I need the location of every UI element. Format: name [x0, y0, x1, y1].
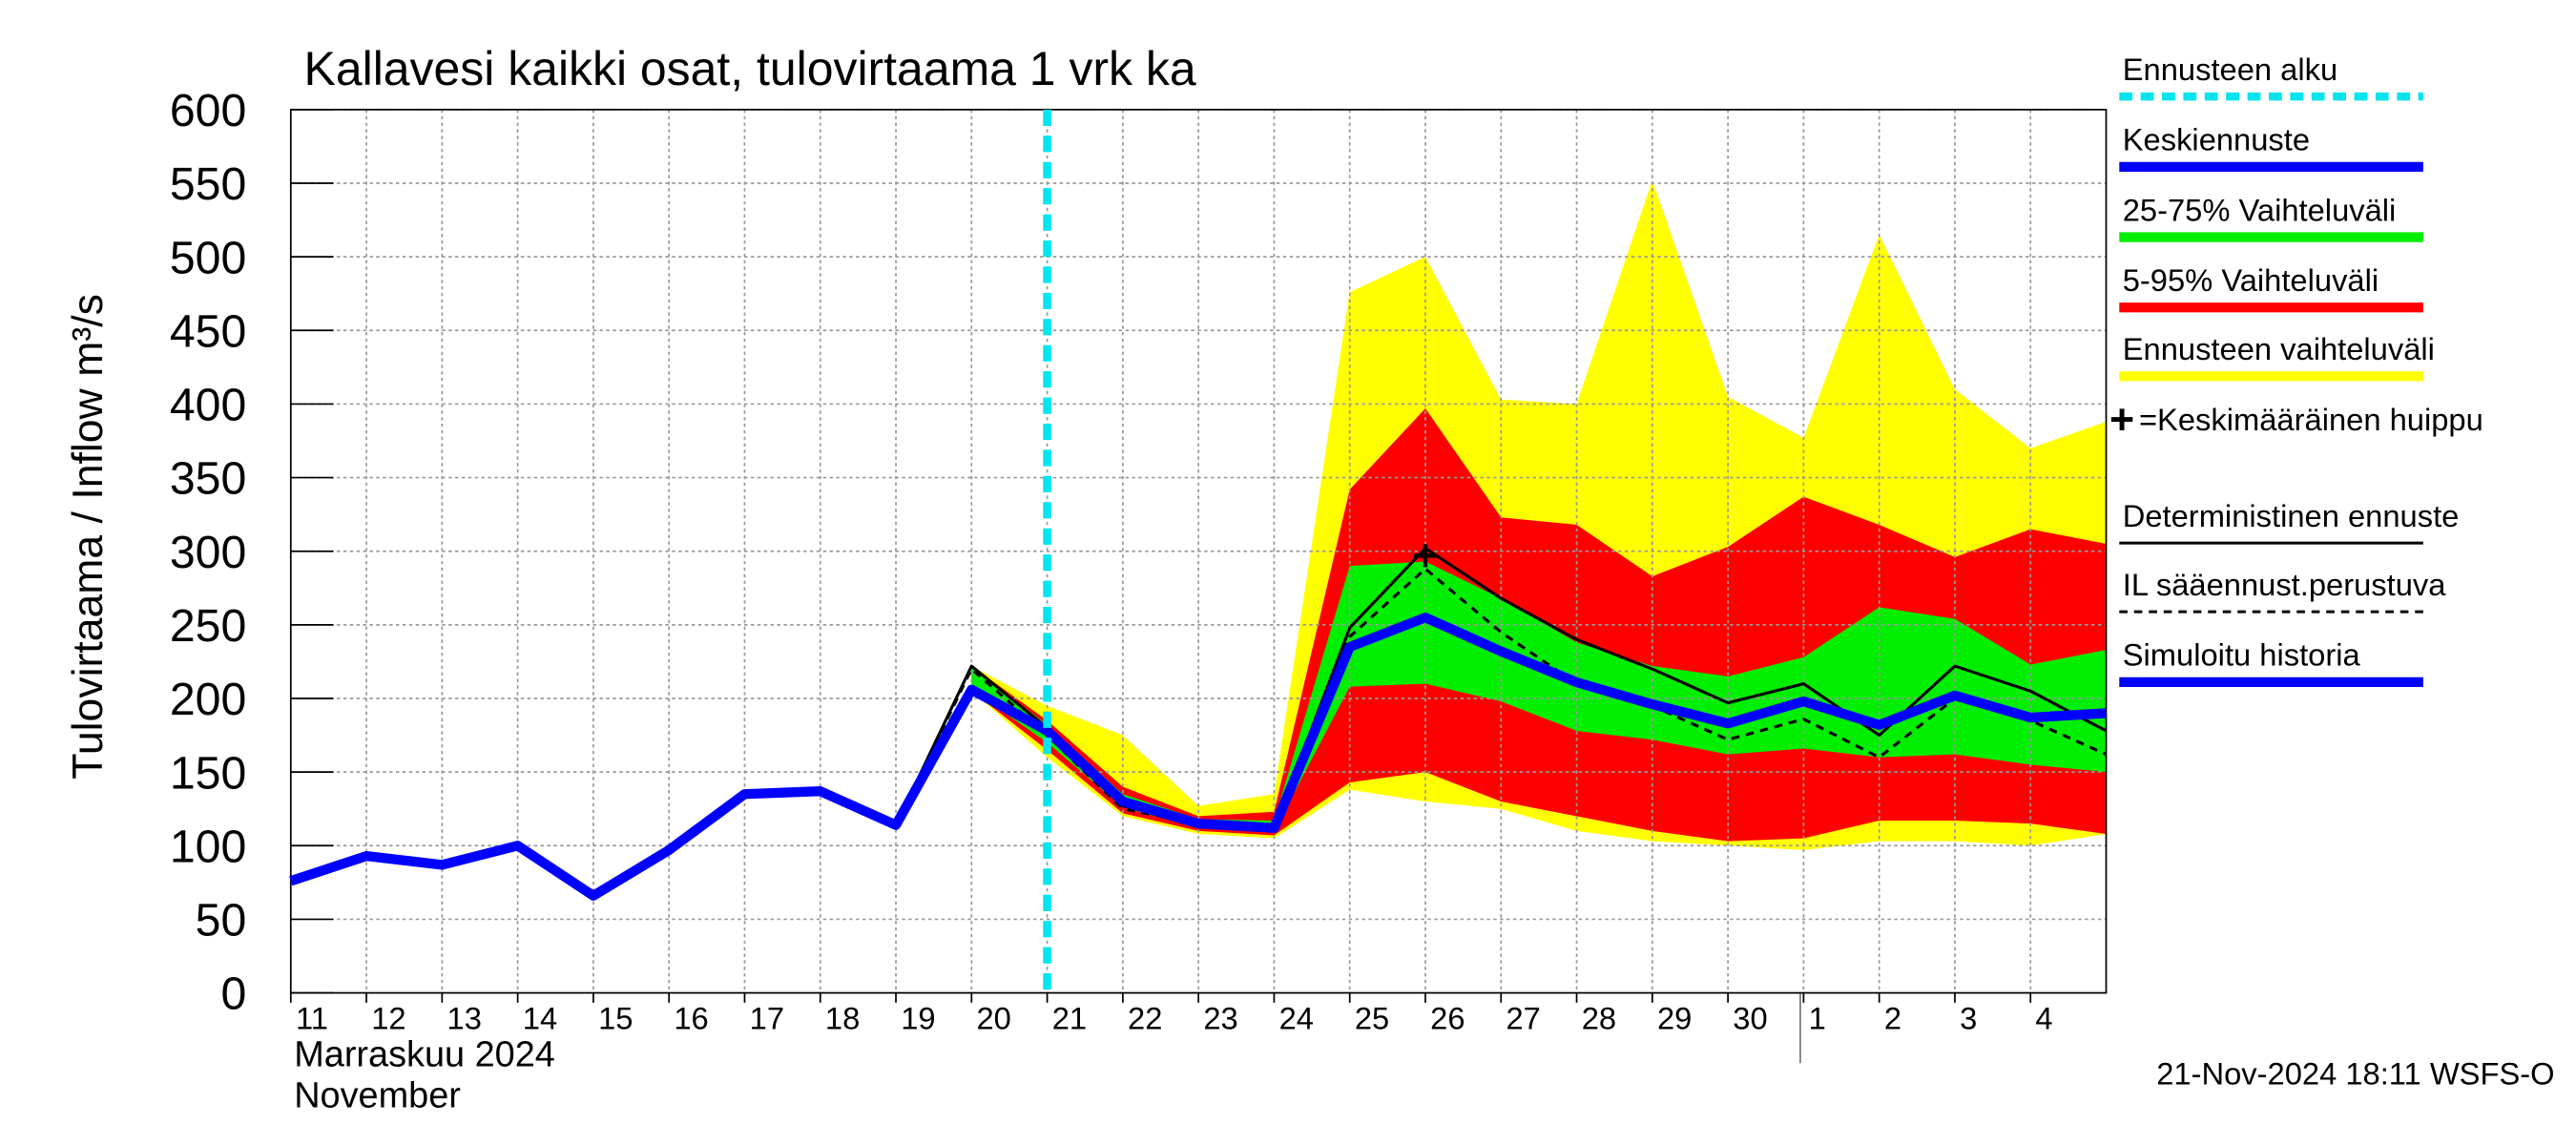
y-axis-unit: m³/s: [65, 294, 112, 377]
y-tick-label: 550: [170, 158, 246, 210]
y-tick-label: 50: [196, 895, 247, 947]
y-tick-label: 500: [170, 232, 246, 283]
x-tick-label: 13: [447, 1000, 482, 1035]
legend-label: IL sääennust.perustuva: [2123, 567, 2447, 602]
x-tick-label: 30: [1733, 1000, 1767, 1035]
x-tick-label: 24: [1279, 1000, 1314, 1035]
legend-label: Ennusteen vaihteluväli: [2123, 331, 2435, 366]
x-tick-label: 28: [1582, 1000, 1616, 1035]
legend-label: 25-75% Vaihteluväli: [2123, 192, 2397, 227]
x-tick-label: 3: [1960, 1000, 1977, 1035]
y-tick-label: 100: [170, 822, 246, 873]
legend-label: Ennusteen alku: [2123, 52, 2337, 87]
x-tick-label: 27: [1506, 1000, 1540, 1035]
y-tick-label: 150: [170, 747, 246, 799]
y-tick-label: 350: [170, 453, 246, 505]
y-tick-label: 300: [170, 527, 246, 578]
legend-symbol: +: [2109, 396, 2134, 443]
x-tick-label: 17: [750, 1000, 784, 1035]
y-tick-label: 200: [170, 674, 246, 725]
y-tick-label: 450: [170, 306, 246, 358]
timestamp: 21-Nov-2024 18:11 WSFS-O: [2156, 1056, 2554, 1092]
x-tick-label: 25: [1355, 1000, 1389, 1035]
y-tick-label: 600: [170, 85, 246, 136]
x-tick-label: 2: [1884, 1000, 1901, 1035]
x-tick-label: 11: [296, 1000, 328, 1035]
x-tick-label: 29: [1657, 1000, 1692, 1035]
plot-frame: [289, 109, 2108, 994]
series-line: [289, 684, 1050, 901]
legend-label: Deterministinen ennuste: [2123, 498, 2460, 533]
x-tick-label: 4: [2035, 1000, 2052, 1035]
series-line: [1044, 613, 2107, 833]
x-tick-label: 16: [674, 1000, 708, 1035]
month-label: Marraskuu 2024: [294, 1035, 555, 1075]
band: [971, 561, 2107, 831]
x-tick-label: 12: [371, 1000, 405, 1035]
peak-marker: [1413, 544, 1438, 568]
legend-label: =Keskimääräinen huippu: [2139, 402, 2483, 437]
x-tick-label: 18: [825, 1000, 860, 1035]
legend-label: Simuloitu historia: [2123, 637, 2361, 673]
x-tick-label: 23: [1203, 1000, 1237, 1035]
legend-label: Keskiennuste: [2123, 122, 2310, 157]
y-tick-label: 250: [170, 600, 246, 652]
x-tick-label: 14: [523, 1000, 557, 1035]
y-tick-label: 400: [170, 380, 246, 431]
chart-title: Kallavesi kaikki osat, tulovirtaama 1 vr…: [304, 42, 1196, 95]
x-tick-label: 19: [901, 1000, 935, 1035]
legend-label: 5-95% Vaihteluväli: [2123, 262, 2379, 298]
x-tick-label: 20: [976, 1000, 1010, 1035]
x-tick-label: 15: [598, 1000, 633, 1035]
y-axis-label: Tulovirtaama / Inflow: [65, 388, 112, 780]
x-tick-label: 26: [1430, 1000, 1465, 1035]
x-tick-label: 22: [1128, 1000, 1162, 1035]
x-tick-label: 21: [1052, 1000, 1087, 1035]
x-tick-label: 1: [1809, 1000, 1826, 1035]
month-label-en: November: [294, 1076, 461, 1116]
y-tick-label: 0: [220, 968, 246, 1020]
